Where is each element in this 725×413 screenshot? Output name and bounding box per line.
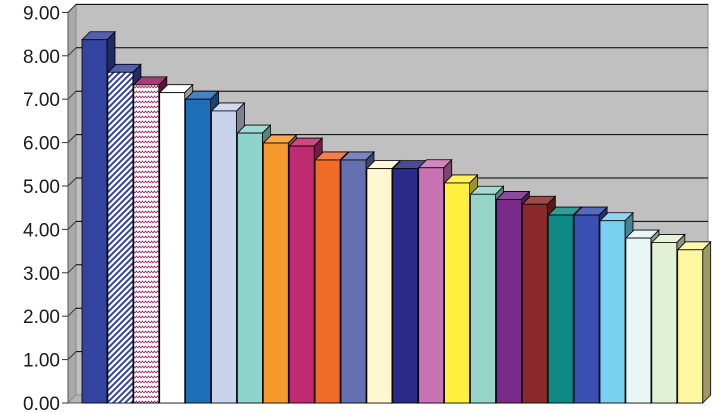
y-tick-label: 9.00: [23, 3, 60, 24]
y-tick-label: 8.00: [23, 47, 60, 68]
bar-front-face: [107, 71, 134, 404]
bar-front-face: [392, 168, 419, 404]
y-tick-labels: 0.00 1.00 2.00 3.00 4.00 5.00 6.00 7.00 8.00 9.00: [23, 3, 60, 413]
y-tick-label: 1.00: [23, 351, 60, 372]
bar-front-face: [81, 39, 108, 404]
y-tick-label: 4.00: [23, 220, 60, 241]
bar-front-face: [366, 168, 393, 404]
bar-front-face: [288, 145, 315, 404]
bars: [81, 30, 712, 404]
gridline-side: [67, 351, 77, 360]
bar-front-face: [651, 242, 678, 404]
bar-front-face: [211, 110, 237, 404]
bar-front-face: [340, 159, 367, 404]
gridline-side: [67, 90, 77, 100]
y-tick-label: 0.00: [23, 394, 60, 413]
bar-front-face: [314, 159, 341, 404]
y-tick-label: 7.00: [23, 90, 60, 111]
bar-front-face: [185, 98, 212, 404]
y-tick-label: 5.00: [23, 177, 60, 198]
bar-front-face: [521, 203, 548, 404]
bar-front-face: [444, 182, 471, 404]
bar-side-face: [702, 240, 712, 404]
y-tick-label: 6.00: [23, 134, 60, 155]
gridline-side: [67, 4, 77, 13]
bar-front-face: [262, 142, 289, 404]
y-tick-label: 2.00: [23, 307, 60, 328]
bar-front-face: [625, 237, 652, 404]
gridline-side: [67, 221, 77, 230]
bar: [676, 240, 712, 404]
bar-front-face: [159, 92, 186, 404]
gridline-side: [67, 307, 77, 317]
bar-front-face: [470, 193, 496, 404]
bar-front-face: [133, 84, 160, 404]
y-tick-label: 3.00: [23, 264, 60, 285]
bar-front-face: [418, 167, 445, 404]
gridline-side: [67, 47, 77, 57]
bar-front-face: [547, 214, 574, 404]
bar-front-face: [236, 132, 263, 404]
bar-front-face: [495, 199, 522, 404]
side-wall: [67, 3, 77, 405]
gridline-side: [67, 134, 77, 143]
bar-front-face: [677, 249, 704, 404]
gridline-side: [67, 264, 77, 274]
gridline-side: [67, 177, 77, 187]
bar-front-face: [573, 214, 600, 404]
bar-front-face: [599, 220, 626, 404]
